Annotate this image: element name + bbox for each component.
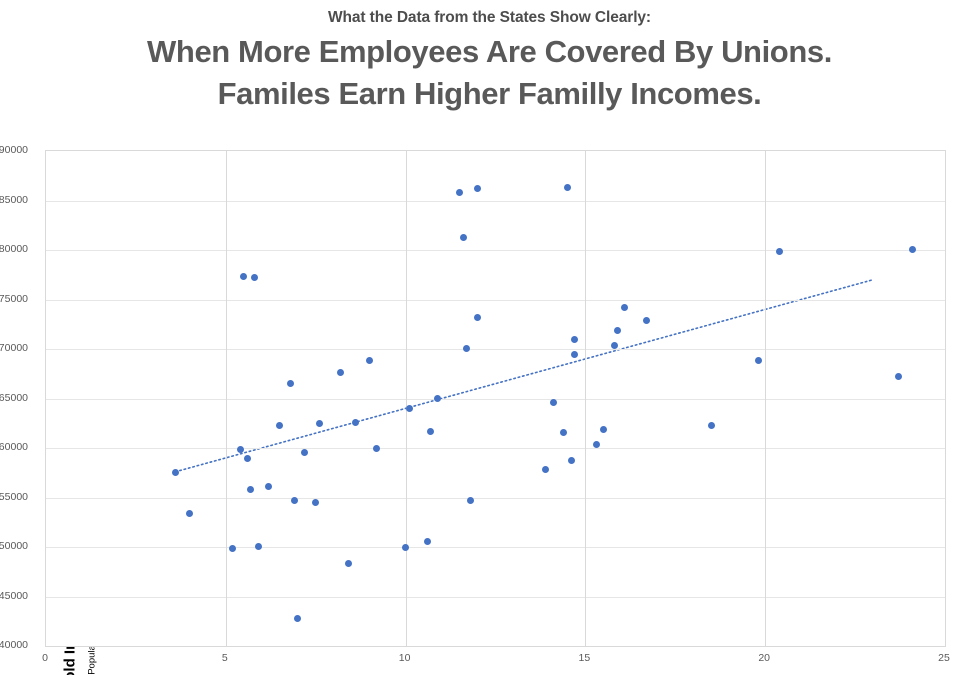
scatter-point bbox=[290, 496, 298, 504]
y-axis-tick-label: 85000 bbox=[0, 193, 28, 206]
scatter-point bbox=[265, 483, 273, 491]
scatter-point bbox=[229, 545, 237, 553]
x-axis-tick-label: 5 bbox=[221, 652, 228, 664]
x-gridline bbox=[765, 151, 767, 646]
scatter-point bbox=[707, 421, 715, 429]
x-gridline bbox=[585, 151, 587, 646]
scatter-point bbox=[894, 373, 902, 381]
scatter-point bbox=[366, 357, 374, 365]
y-gridline bbox=[46, 299, 945, 301]
x-gridline bbox=[405, 151, 407, 646]
scatter-point bbox=[405, 404, 413, 412]
x-axis-tick-label: 20 bbox=[758, 652, 771, 664]
scatter-point bbox=[567, 457, 575, 465]
chart-kicker: What the Data from the States Show Clear… bbox=[328, 9, 651, 26]
scatter-point bbox=[427, 427, 435, 435]
y-axis-tick-label: 90000 bbox=[0, 144, 28, 156]
scatter-point bbox=[474, 313, 482, 321]
y-axis-tick-label: 65000 bbox=[0, 391, 28, 404]
y-axis-tick-label: 45000 bbox=[0, 589, 28, 602]
y-gridline bbox=[46, 596, 945, 598]
scatter-point bbox=[236, 446, 244, 454]
scatter-point bbox=[463, 344, 471, 352]
scatter-point bbox=[312, 498, 320, 506]
scatter-point bbox=[247, 486, 255, 494]
y-axis-tick-label: 70000 bbox=[0, 342, 28, 354]
scatter-point bbox=[186, 509, 194, 517]
scatter-point bbox=[456, 189, 464, 197]
y-gridline bbox=[46, 200, 945, 202]
y-axis-tick-label: 55000 bbox=[0, 490, 28, 503]
scatter-point bbox=[301, 449, 309, 457]
scatter-point bbox=[571, 351, 579, 359]
scatter-point bbox=[459, 233, 467, 241]
scatter-point bbox=[344, 560, 352, 568]
scatter-point bbox=[571, 335, 579, 343]
plot-area bbox=[45, 150, 946, 647]
scatter-point bbox=[466, 496, 474, 504]
x-axis-tick-label: 25 bbox=[938, 652, 950, 664]
y-gridline bbox=[46, 547, 945, 548]
scatter-point bbox=[315, 419, 323, 427]
scatter-point bbox=[254, 542, 262, 550]
scatter-point bbox=[776, 248, 784, 256]
scatter-point bbox=[909, 245, 917, 253]
y-gridline bbox=[46, 250, 945, 251]
scatter-point bbox=[240, 273, 248, 281]
x-axis-tick-label: 15 bbox=[578, 652, 591, 664]
scatter-point bbox=[251, 274, 259, 282]
scatter-point bbox=[294, 614, 302, 622]
scatter-point bbox=[614, 326, 622, 334]
scatter-point bbox=[474, 185, 482, 193]
y-axis-tick-label: 40000 bbox=[0, 639, 28, 651]
scatter-point bbox=[560, 428, 568, 436]
y-axis-tick-label: 75000 bbox=[0, 292, 28, 305]
scatter-point bbox=[434, 395, 442, 402]
scatter-point bbox=[542, 466, 550, 474]
scatter-point bbox=[643, 316, 651, 324]
x-gridline bbox=[225, 151, 227, 646]
scatter-point bbox=[610, 341, 618, 349]
scatter-point bbox=[621, 303, 629, 311]
chart-title-line-1: When More Employees Are Covered By Union… bbox=[147, 34, 832, 69]
chart-title-line-2: Familes Earn Higher Familly Incomes. bbox=[217, 76, 762, 111]
x-axis-tick-label: 0 bbox=[42, 652, 48, 664]
chart-title-block: What the Data from the States Show Clear… bbox=[0, 8, 979, 115]
y-axis-tick-label: 80000 bbox=[0, 243, 28, 255]
scatter-point bbox=[351, 418, 359, 426]
scatter-point bbox=[337, 369, 345, 377]
scatter-point bbox=[276, 421, 284, 429]
scatter-point bbox=[423, 537, 431, 545]
scatter-point bbox=[287, 380, 295, 388]
scatter-point bbox=[754, 357, 762, 365]
y-gridline bbox=[46, 398, 945, 400]
y-gridline bbox=[46, 448, 945, 449]
y-axis-tick-label: 60000 bbox=[0, 441, 28, 453]
scatter-point bbox=[549, 398, 557, 406]
x-axis-tick-label: 10 bbox=[398, 652, 411, 664]
scatter-point bbox=[402, 543, 410, 551]
scatter-point bbox=[171, 469, 179, 477]
scatter-point bbox=[243, 455, 251, 463]
y-axis-tick-label: 50000 bbox=[0, 540, 28, 552]
y-gridline bbox=[46, 349, 945, 350]
y-gridline bbox=[46, 497, 945, 499]
scatter-point bbox=[563, 184, 571, 192]
scatter-point bbox=[592, 440, 600, 448]
scatter-point bbox=[599, 425, 607, 433]
scatter-point bbox=[373, 445, 381, 453]
